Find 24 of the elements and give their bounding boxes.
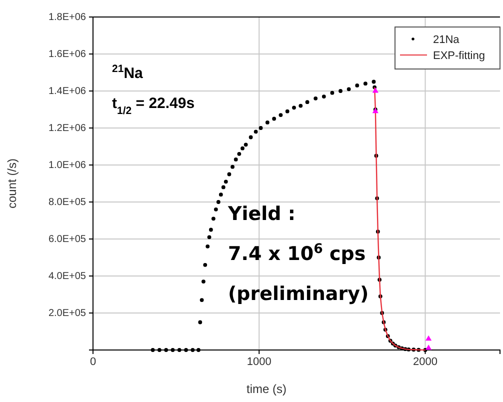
legend-label: EXP-fitting	[433, 50, 485, 62]
y-tick-label: 1.8E+06	[48, 12, 86, 24]
annotation: Yield :	[227, 203, 296, 225]
y-tick-label: 1.0E+06	[48, 160, 86, 172]
point	[426, 335, 432, 341]
point	[426, 344, 432, 350]
y-tick-label: 2.0E+05	[48, 308, 86, 320]
annotation: $^{21}$Na	[112, 63, 144, 82]
annotation: 7.4 x 10$^{6}$ cps	[228, 242, 366, 265]
x-tick-label: 2000	[413, 356, 438, 368]
annotation: (preliminary)	[228, 283, 369, 305]
y-tick-label: 8.0E+05	[48, 197, 86, 208]
x-tick-label: 1000	[246, 356, 272, 368]
y-tick-label: 1.6E+06	[48, 49, 86, 60]
y-tick-label: 4.0E+05	[48, 271, 86, 282]
annotation: t$_{1/2}$ = 22.49s	[112, 95, 195, 117]
y-tick-label: 1.4E+06	[48, 86, 86, 98]
text: 21Na	[433, 34, 460, 46]
x-tick-label: 0	[90, 356, 96, 368]
y-tick-label: 1.2E+06	[48, 123, 86, 134]
y-axis-title: count (/s)	[5, 158, 19, 209]
y-tick-label: 6.0E+05	[48, 234, 86, 246]
x-axis-title: time (s)	[246, 382, 286, 396]
point	[372, 87, 378, 93]
